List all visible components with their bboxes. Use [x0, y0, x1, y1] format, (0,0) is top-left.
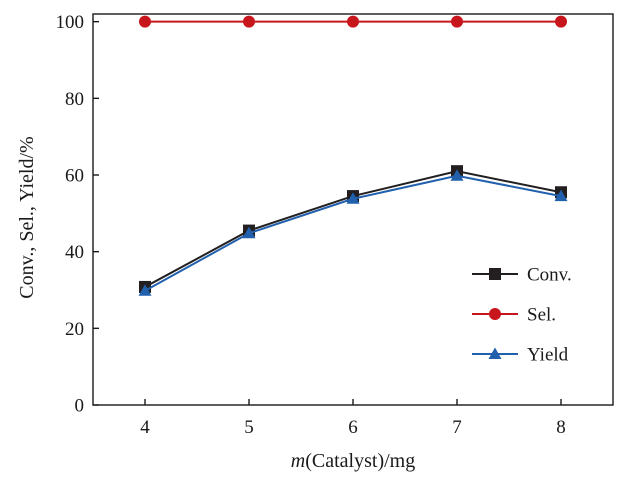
- series-sel-point: [347, 15, 359, 28]
- x-axis-label-italic: m: [291, 450, 305, 472]
- series-yield-point: [346, 192, 360, 204]
- series-yield: [138, 169, 568, 296]
- series-sel: [139, 15, 567, 28]
- x-axis-label-rest: (Catalyst)/mg: [305, 450, 415, 472]
- y-tick-label: 20: [65, 319, 84, 340]
- x-tick-label: 5: [244, 417, 254, 438]
- legend-item-sel: Sel.: [472, 305, 556, 326]
- legend-swatch-marker: [489, 268, 501, 280]
- series-yield-point: [138, 284, 152, 296]
- y-tick-label: 0: [75, 396, 85, 417]
- legend-item-conv: Conv.: [472, 265, 572, 286]
- series-sel-point: [555, 15, 567, 28]
- x-axis-label: m(Catalyst)/mg: [291, 450, 415, 472]
- y-tick-label: 60: [65, 166, 84, 187]
- series-yield-point: [242, 226, 256, 239]
- series-yield-point: [450, 169, 464, 181]
- series-group: [138, 15, 568, 296]
- legend-swatch-marker: [489, 308, 501, 320]
- axes: 0 20 40 60 80 100 4 5 6 7 8: [56, 12, 614, 438]
- series-sel-point: [243, 15, 255, 28]
- legend: Conv. Sel. Yield: [472, 265, 572, 366]
- legend-item-yield: Yield: [472, 345, 569, 366]
- x-tick-label: 8: [556, 417, 566, 438]
- y-tick-label: 100: [56, 12, 85, 33]
- x-tick-label: 4: [140, 417, 150, 438]
- series-sel-point: [451, 15, 463, 28]
- legend-label: Conv.: [527, 265, 572, 286]
- y-tick-label: 80: [65, 89, 84, 110]
- legend-swatch-marker: [488, 347, 502, 359]
- series-sel-point: [139, 15, 151, 28]
- legend-label: Sel.: [527, 305, 556, 326]
- legend-label: Yield: [527, 345, 569, 366]
- y-axis-label: Conv., Sel., Yield/%: [16, 136, 38, 298]
- x-tick-label: 6: [348, 417, 358, 438]
- y-tick-label: 40: [65, 242, 84, 263]
- x-tick-label: 7: [452, 417, 462, 438]
- series-yield-point: [554, 189, 568, 202]
